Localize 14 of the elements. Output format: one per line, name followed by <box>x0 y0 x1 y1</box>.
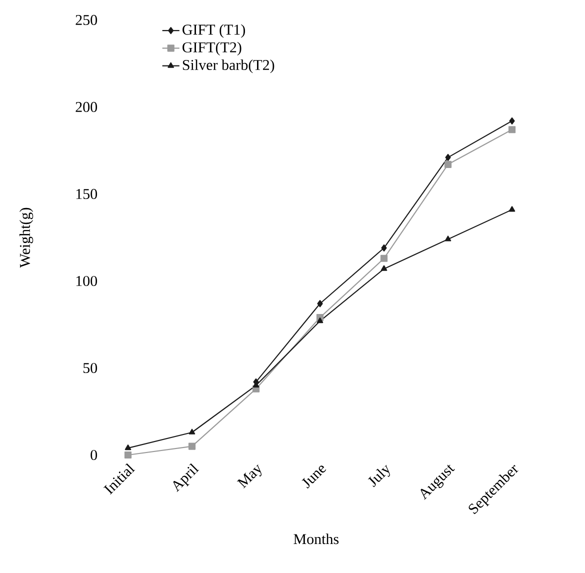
y-tick-label: 150 <box>76 188 98 200</box>
legend-label: GIFT(T2) <box>182 42 242 56</box>
y-tick-label: 100 <box>76 276 98 286</box>
y-axis-title: Weight(g) <box>19 208 34 268</box>
y-tick-label: 0 <box>90 450 98 460</box>
legend-label: Silver barb(T2) <box>182 60 274 74</box>
legend-label: GIFT (T1) <box>182 24 245 38</box>
x-tick-label: May <box>236 464 262 488</box>
y-tick-label: 200 <box>76 102 98 112</box>
x-axis-title: Months <box>294 534 339 544</box>
x-tick-label: July <box>368 464 390 488</box>
y-tick-label: 250 <box>76 14 98 26</box>
y-tick-label: 50 <box>83 362 98 374</box>
x-tick-label: June <box>302 466 326 488</box>
